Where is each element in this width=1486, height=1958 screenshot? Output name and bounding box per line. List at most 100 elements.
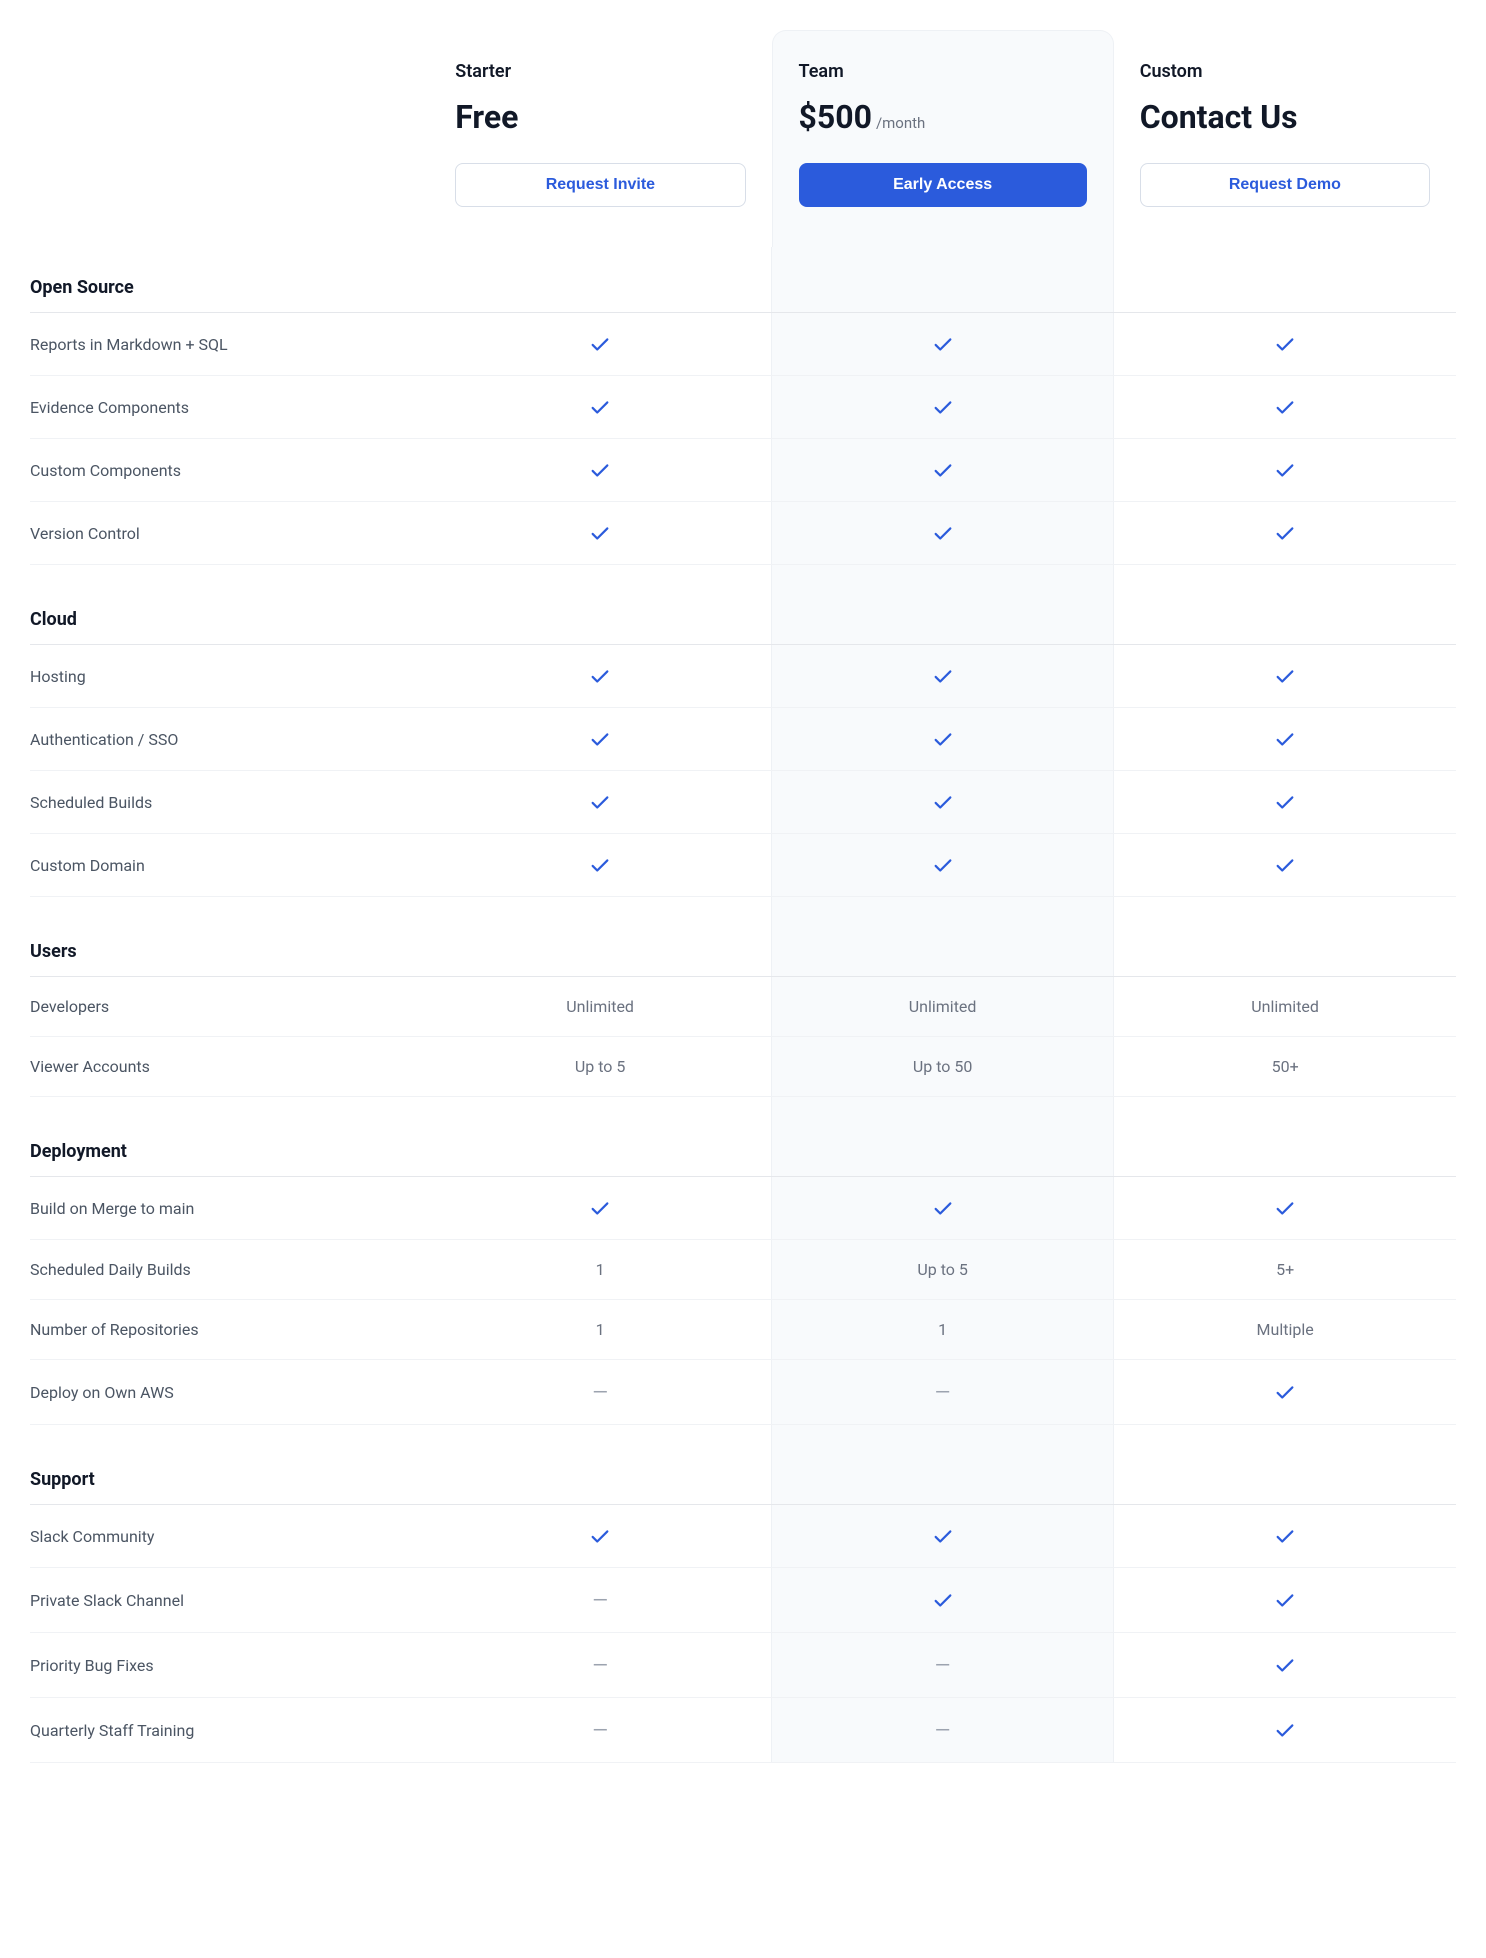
feature-cell-starter: 1 <box>429 1300 771 1360</box>
dash-icon: — <box>592 1380 608 1404</box>
feature-cell-team <box>772 439 1114 502</box>
feature-cell-starter: — <box>429 1568 771 1633</box>
feature-value-text: 1 <box>938 1320 947 1339</box>
feature-value-text: 50+ <box>1272 1057 1299 1076</box>
request-demo-button[interactable]: Request Demo <box>1140 163 1430 207</box>
feature-cell-custom <box>1114 834 1456 897</box>
feature-cell-starter <box>429 1177 771 1240</box>
check-icon <box>932 396 954 418</box>
feature-label: Reports in Markdown + SQL <box>30 313 429 376</box>
check-icon <box>1274 854 1296 876</box>
check-icon <box>1274 1197 1296 1219</box>
check-icon <box>932 1589 954 1611</box>
feature-cell-team <box>772 834 1114 897</box>
feature-cell-starter: Up to 5 <box>429 1037 771 1097</box>
feature-value-text: 5+ <box>1276 1260 1294 1279</box>
plan-header-row: Starter Free Request Invite Team $500/mo… <box>30 30 1456 247</box>
plan-name: Starter <box>455 61 745 82</box>
check-icon <box>1274 1654 1296 1676</box>
dash-icon: — <box>935 1380 951 1404</box>
check-icon <box>1274 728 1296 750</box>
feature-label: Quarterly Staff Training <box>30 1698 429 1763</box>
check-icon <box>589 333 611 355</box>
feature-row: Reports in Markdown + SQL <box>30 313 1456 376</box>
check-icon <box>589 396 611 418</box>
section-title: Support <box>30 1425 429 1505</box>
early-access-button[interactable]: Early Access <box>799 163 1087 207</box>
feature-cell-custom <box>1114 502 1456 565</box>
plan-header-custom: Custom Contact Us Request Demo <box>1114 31 1456 247</box>
section-title: Open Source <box>30 247 429 313</box>
feature-cell-team <box>772 645 1114 708</box>
check-icon <box>1274 1525 1296 1547</box>
plan-price: Contact Us <box>1140 100 1430 135</box>
feature-row: Deploy on Own AWS—— <box>30 1360 1456 1425</box>
check-icon <box>1274 522 1296 544</box>
feature-cell-team <box>772 1568 1114 1633</box>
feature-value-text: Up to 5 <box>575 1057 626 1076</box>
feature-cell-team: Up to 5 <box>772 1240 1114 1300</box>
feature-cell-team <box>772 1505 1114 1568</box>
feature-label: Version Control <box>30 502 429 565</box>
feature-cell-starter: — <box>429 1360 771 1425</box>
feature-cell-team: 1 <box>772 1300 1114 1360</box>
plan-name: Team <box>799 61 1087 82</box>
check-icon <box>589 522 611 544</box>
feature-label: Number of Repositories <box>30 1300 429 1360</box>
feature-label: Priority Bug Fixes <box>30 1633 429 1698</box>
feature-value-text: Up to 50 <box>913 1057 972 1076</box>
feature-label: Custom Domain <box>30 834 429 897</box>
feature-cell-team: Up to 50 <box>772 1037 1114 1097</box>
feature-cell-team <box>772 313 1114 376</box>
feature-label: Slack Community <box>30 1505 429 1568</box>
feature-cell-custom: Unlimited <box>1114 977 1456 1037</box>
check-icon <box>932 1525 954 1547</box>
check-icon <box>932 728 954 750</box>
feature-label: Scheduled Builds <box>30 771 429 834</box>
check-icon <box>589 665 611 687</box>
feature-cell-starter <box>429 708 771 771</box>
feature-label: Custom Components <box>30 439 429 502</box>
feature-cell-team <box>772 1177 1114 1240</box>
check-icon <box>932 333 954 355</box>
check-icon <box>1274 1719 1296 1741</box>
feature-row: Authentication / SSO <box>30 708 1456 771</box>
dash-icon: — <box>935 1653 951 1677</box>
feature-cell-starter <box>429 771 771 834</box>
feature-row: Quarterly Staff Training—— <box>30 1698 1456 1763</box>
feature-cell-custom <box>1114 1177 1456 1240</box>
feature-label: Evidence Components <box>30 376 429 439</box>
feature-cell-team <box>772 708 1114 771</box>
feature-cell-team <box>772 376 1114 439</box>
plan-header-team: Team $500/month Early Access <box>772 30 1114 247</box>
feature-cell-custom <box>1114 313 1456 376</box>
feature-cell-custom <box>1114 439 1456 502</box>
request-invite-button[interactable]: Request Invite <box>455 163 745 207</box>
check-icon <box>932 522 954 544</box>
check-icon <box>1274 791 1296 813</box>
section-heading-row: Deployment <box>30 1097 1456 1177</box>
feature-row: Viewer AccountsUp to 5Up to 5050+ <box>30 1037 1456 1097</box>
feature-cell-starter: — <box>429 1698 771 1763</box>
feature-row: Scheduled Builds <box>30 771 1456 834</box>
check-icon <box>589 791 611 813</box>
feature-row: Private Slack Channel— <box>30 1568 1456 1633</box>
feature-cell-starter: Unlimited <box>429 977 771 1037</box>
feature-label: Build on Merge to main <box>30 1177 429 1240</box>
plan-name: Custom <box>1140 61 1430 82</box>
feature-row: Custom Components <box>30 439 1456 502</box>
dash-icon: — <box>592 1588 608 1612</box>
feature-cell-custom <box>1114 708 1456 771</box>
feature-row: Custom Domain <box>30 834 1456 897</box>
feature-cell-starter <box>429 313 771 376</box>
feature-cell-custom <box>1114 1698 1456 1763</box>
check-icon <box>1274 665 1296 687</box>
dash-icon: — <box>592 1718 608 1742</box>
feature-cell-starter <box>429 376 771 439</box>
plan-header-starter: Starter Free Request Invite <box>429 31 771 247</box>
feature-cell-custom <box>1114 1633 1456 1698</box>
section-heading-row: Support <box>30 1425 1456 1505</box>
feature-cell-custom: 5+ <box>1114 1240 1456 1300</box>
feature-row: Build on Merge to main <box>30 1177 1456 1240</box>
feature-label: Hosting <box>30 645 429 708</box>
